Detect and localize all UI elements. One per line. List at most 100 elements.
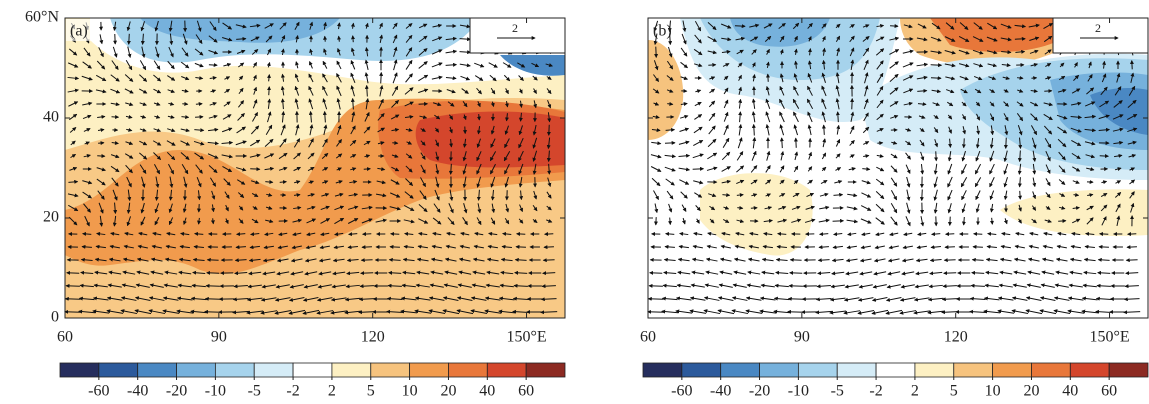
wind-vector	[191, 283, 206, 288]
wind-vector	[304, 271, 318, 276]
wind-vector	[82, 101, 93, 106]
wind-vector	[652, 115, 660, 119]
wind-vector	[154, 114, 161, 119]
colorbar-segment	[98, 362, 139, 378]
wind-vector	[124, 88, 134, 94]
wind-vector	[490, 87, 496, 95]
wind-vector	[97, 114, 106, 119]
wind-vector	[83, 154, 91, 158]
wind-vector	[125, 141, 134, 146]
x-tick-label: 120	[361, 329, 385, 346]
wind-vector	[667, 46, 673, 58]
wind-vector	[194, 62, 204, 68]
wind-vector	[279, 138, 287, 148]
wind-vector	[224, 76, 231, 80]
wind-vector	[94, 270, 108, 275]
wind-vector	[361, 205, 373, 210]
wind-vector	[377, 167, 386, 172]
wind-vector	[722, 218, 730, 224]
wind-vector	[266, 61, 271, 68]
wind-vector	[261, 284, 276, 289]
wind-vector	[390, 192, 401, 198]
wind-vector	[738, 111, 743, 123]
wind-vector	[208, 127, 219, 132]
wind-vector	[703, 309, 721, 315]
wind-vector	[680, 47, 688, 57]
wind-vector	[306, 205, 316, 210]
wind-vector	[263, 245, 274, 250]
wind-vector	[532, 75, 538, 81]
wind-vector	[470, 296, 487, 301]
wind-vector	[211, 190, 216, 200]
wind-vector	[120, 296, 137, 301]
wind-vector	[125, 114, 133, 119]
wind-vector	[322, 98, 328, 110]
wind-vector	[476, 138, 481, 148]
wind-vector	[546, 88, 552, 95]
wind-vector	[404, 231, 414, 236]
wind-vector	[491, 203, 496, 214]
wind-vector	[1125, 258, 1138, 263]
wind-vector	[181, 89, 189, 93]
wind-vector	[138, 88, 148, 94]
colorbar-label: -60	[88, 383, 109, 400]
colorbar-label: 60	[1101, 383, 1117, 400]
wind-vector	[680, 76, 689, 80]
wind-vector	[709, 218, 715, 224]
wind-vector	[94, 257, 107, 262]
wind-vector	[680, 191, 688, 199]
wind-vector	[738, 98, 743, 109]
wind-vector	[139, 74, 148, 82]
colorbar-segment	[992, 362, 1032, 378]
wind-vector	[278, 232, 288, 237]
wind-vector	[82, 114, 92, 120]
wind-vector	[361, 218, 373, 224]
wind-vector	[1099, 231, 1109, 236]
wind-vector	[705, 257, 718, 262]
wind-vector	[197, 217, 202, 225]
wind-vector	[267, 98, 272, 109]
colorbar-label: 20	[1023, 383, 1039, 400]
wind-vector	[489, 151, 497, 162]
wind-vector	[182, 33, 188, 45]
wind-vector	[418, 218, 429, 224]
wind-vector	[236, 126, 246, 134]
wind-vector	[746, 283, 761, 288]
wind-vector	[349, 139, 357, 147]
wind-vector	[519, 204, 524, 213]
wind-vector	[533, 100, 538, 109]
wind-vector	[235, 140, 247, 146]
wind-vector	[501, 244, 512, 249]
wind-vector	[331, 284, 346, 289]
wind-vector	[155, 176, 160, 189]
wind-vector	[472, 270, 486, 275]
wind-vector	[751, 98, 756, 109]
wind-vector	[682, 20, 687, 33]
wind-vector	[545, 63, 553, 67]
wind-vector	[490, 217, 496, 225]
wind-vector	[721, 151, 731, 161]
wind-vector	[336, 72, 342, 83]
wind-vector	[179, 244, 190, 249]
wind-vector	[417, 244, 428, 249]
colorbar-label: 20	[440, 383, 456, 400]
wind-vector	[84, 215, 90, 227]
wind-vector	[350, 167, 357, 172]
wind-vector	[266, 192, 273, 197]
colorbar-label: 10	[402, 383, 418, 400]
wind-vector	[651, 177, 661, 187]
wind-vector	[418, 23, 428, 29]
colorbar-segment	[1031, 362, 1071, 378]
wind-vector	[289, 284, 304, 289]
wind-vector	[323, 35, 328, 42]
wind-vector	[124, 74, 134, 82]
wind-vector	[503, 151, 511, 162]
wind-vector	[320, 205, 330, 211]
wind-vector	[661, 296, 678, 301]
wind-vector	[348, 232, 358, 237]
wind-vector	[391, 127, 400, 132]
wind-vector	[107, 283, 122, 288]
wind-vector	[734, 24, 746, 29]
wind-vector	[428, 296, 445, 301]
wind-vector	[164, 257, 177, 262]
